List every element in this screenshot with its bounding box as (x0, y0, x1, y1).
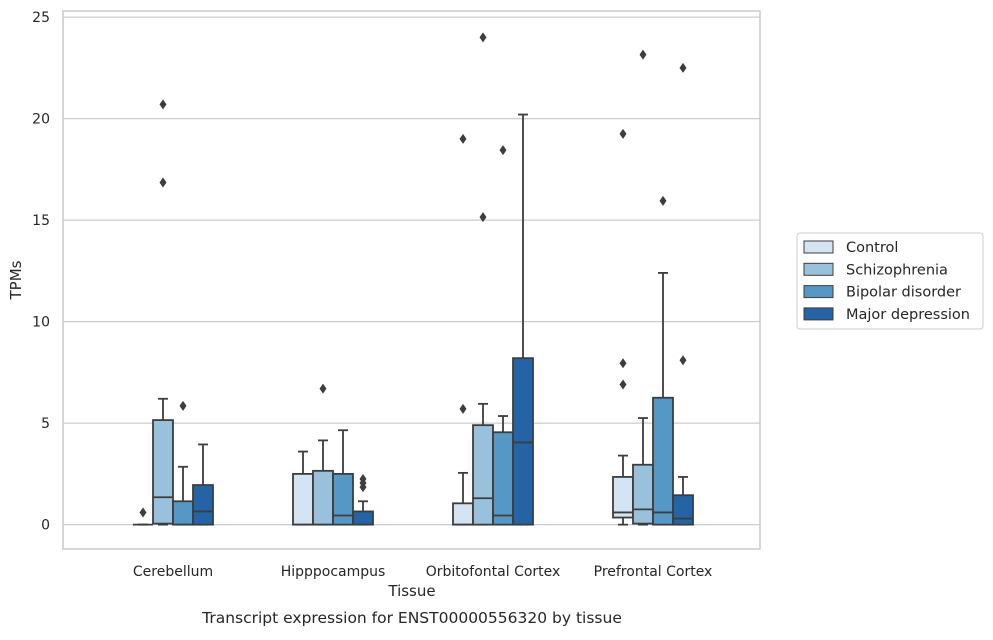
box-2-0 (452, 133, 474, 526)
legend-label: Control (846, 240, 898, 256)
box-body (652, 396, 674, 526)
outlier-point (139, 507, 147, 518)
box-1-2 (332, 429, 354, 526)
legend: Control Schizophrenia Bipolar disorder Majo… (796, 232, 984, 330)
legend-swatch (803, 240, 834, 254)
y-tick-labels: 0 5 10 15 20 25 (32, 10, 50, 534)
box-body (152, 419, 174, 525)
box-0-0 (133, 507, 153, 526)
outlier-point (619, 358, 627, 369)
box-2-1 (472, 32, 494, 526)
outlier-point (319, 383, 327, 394)
x-tick-label: Cerebellum (133, 564, 213, 580)
legend-frame (796, 232, 984, 330)
plot-frame (62, 10, 761, 550)
y-tick-label: 25 (32, 10, 50, 26)
outlier-point (359, 473, 367, 484)
box-3-0 (612, 128, 634, 526)
outlier-point (639, 49, 647, 60)
box-body (472, 424, 494, 526)
legend-swatch (803, 285, 834, 299)
box-2-2 (492, 145, 514, 526)
x-tick-label: Prefrontal Cortex (594, 564, 713, 580)
box-body (352, 510, 374, 526)
box-3-3 (672, 62, 694, 526)
outlier-point (479, 32, 487, 43)
box-0-3 (192, 443, 214, 526)
outlier-point (499, 145, 507, 156)
outlier-point (479, 212, 487, 223)
legend-swatch (803, 262, 834, 276)
outlier-point (619, 128, 627, 139)
legend-label: Major depression (846, 307, 970, 323)
outlier-point (659, 195, 667, 206)
legend-label: Schizophrenia (846, 262, 948, 278)
y-tick-label: 20 (32, 112, 50, 128)
chart-caption: Transcript expression for ENST0000055632… (201, 609, 622, 627)
box-1-3 (352, 473, 374, 526)
box-body (612, 476, 634, 519)
outlier-point (619, 379, 627, 390)
x-tick-label: Hipppocampus (281, 564, 386, 580)
box-body (332, 472, 354, 526)
x-axis-title: Tissue (387, 582, 435, 600)
outlier-point (159, 99, 167, 110)
y-tick-label: 15 (32, 213, 50, 229)
box-3-2 (652, 195, 674, 526)
outlier-point (459, 133, 467, 144)
box-body (672, 494, 694, 526)
box-3-1 (632, 49, 654, 526)
box-body (312, 469, 334, 526)
y-axis-title: TPMs (7, 260, 25, 300)
outlier-point (679, 355, 687, 366)
legend-swatch (803, 307, 834, 321)
y-tick-label: 10 (32, 315, 50, 331)
y-tick-label: 5 (41, 416, 50, 432)
outlier-point (679, 62, 687, 73)
box-2-3 (512, 113, 534, 526)
outlier-point (459, 403, 467, 414)
boxes (133, 32, 694, 526)
box-body (452, 502, 474, 526)
box-1-1 (312, 383, 334, 526)
y-tick-label: 0 (41, 518, 50, 534)
box-body (632, 463, 654, 525)
box-body (512, 357, 534, 526)
outlier-point (179, 400, 187, 411)
box-0-2 (172, 400, 194, 526)
box-body (192, 484, 214, 526)
legend-label: Bipolar disorder (846, 285, 961, 301)
box-body (492, 431, 514, 526)
x-tick-label: Orbitofontal Cortex (426, 564, 561, 580)
box-0-1 (152, 99, 174, 526)
box-body (172, 500, 194, 526)
box-body (292, 472, 314, 526)
outlier-point (159, 177, 167, 188)
box-1-0 (292, 450, 314, 526)
x-tick-labels: Cerebellum Hipppocampus Orbitofontal Corte… (133, 564, 712, 580)
